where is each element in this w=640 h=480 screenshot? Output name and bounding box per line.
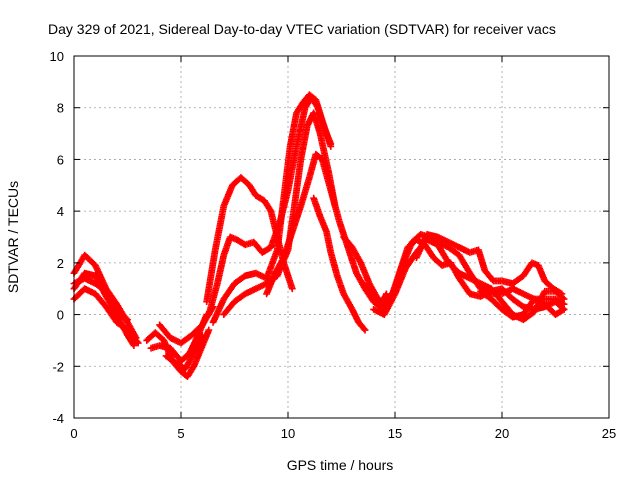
data-point-marker <box>327 143 335 150</box>
x-axis-label: GPS time / hours <box>287 457 394 473</box>
data-point-marker <box>124 316 131 324</box>
y-tick-label: 0 <box>57 308 64 323</box>
data-series-track-8 <box>162 331 206 373</box>
data-point-marker <box>560 306 568 313</box>
x-tick-label: 20 <box>495 426 509 441</box>
data-point-marker <box>205 326 213 334</box>
data-series-track-14 <box>310 194 369 334</box>
data-point-marker <box>361 326 369 334</box>
y-tick-label: -2 <box>52 359 64 374</box>
x-tick-label: 0 <box>70 426 77 441</box>
y-tick-label: 2 <box>57 256 64 271</box>
data-series-track-19 <box>477 287 568 321</box>
x-tick-label: 5 <box>177 426 184 441</box>
data-point-marker <box>560 295 568 303</box>
x-tick-label: 25 <box>602 426 616 441</box>
y-axis-label: SDTVAR / TECUs <box>5 181 21 293</box>
data-point-marker <box>199 331 206 339</box>
data-series-track-4 <box>70 274 131 324</box>
y-tick-label: 6 <box>57 152 64 167</box>
x-tick-label: 15 <box>388 426 402 441</box>
plot-frame <box>73 55 610 419</box>
data-point-marker <box>134 339 142 347</box>
data-point-marker <box>130 342 138 349</box>
x-tick-label: 10 <box>281 426 295 441</box>
y-tick-label: 4 <box>57 204 64 219</box>
data-point-marker <box>288 285 296 293</box>
axis-ticks: 0 5 10 15 20 25 -4 -2 0 2 4 6 8 10 <box>50 49 617 441</box>
data-series-track-11 <box>209 91 335 326</box>
data-series-track-18 <box>413 231 566 298</box>
chart-title: Day 329 of 2021, Sidereal Day-to-day VTE… <box>48 21 556 37</box>
data-point-marker <box>558 290 566 298</box>
y-tick-label: -4 <box>52 411 64 426</box>
data-points <box>70 91 568 381</box>
y-tick-label: 10 <box>50 49 64 64</box>
data-point-marker <box>383 290 390 298</box>
y-tick-label: 8 <box>57 101 64 116</box>
data-series-track-3 <box>70 285 142 347</box>
